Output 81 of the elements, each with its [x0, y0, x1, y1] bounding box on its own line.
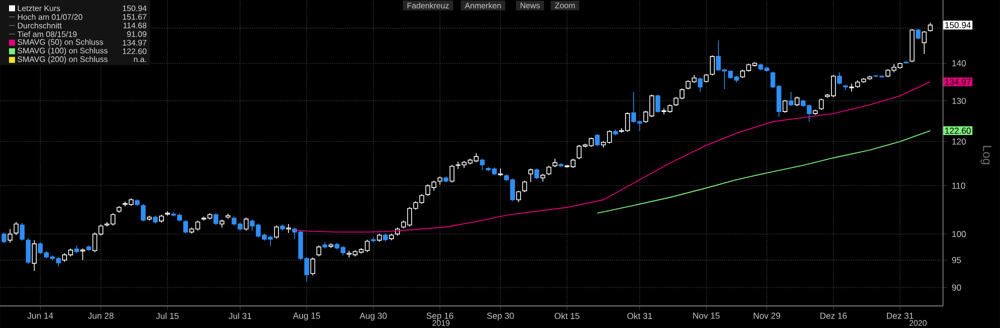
x-tick-label: Nov 29: [754, 312, 780, 319]
x-tick-label: Sep 30: [487, 312, 514, 321]
candlestick: [14, 222, 19, 236]
y-tick-label: 110: [952, 182, 966, 189]
candlestick: [928, 22, 933, 32]
line-series: [596, 130, 931, 214]
candlestick: [782, 99, 788, 114]
candlestick: [528, 168, 534, 182]
x-tick-label: Nov 15: [693, 312, 720, 319]
y-tick-label: 140: [952, 60, 966, 66]
candlestick: [794, 96, 800, 106]
annotation: 150.94: [122, 5, 147, 12]
y-tick-label: 90: [952, 284, 961, 291]
x-tick-label: Jun 28: [88, 312, 114, 319]
y-tick-label: 100: [952, 231, 966, 238]
annotation: n.a.: [134, 58, 146, 62]
candlestick: [214, 212, 218, 226]
annotation: Tief am 08/15/19: [17, 31, 77, 38]
candlestick: [32, 240, 37, 272]
candlestick: [20, 222, 25, 242]
legend-label: SMAVG (200) on Schluss: [18, 56, 108, 64]
candlestick: [80, 248, 86, 261]
candlestick: [922, 30, 927, 54]
candlestick: [480, 158, 485, 171]
annotation: 122.60: [945, 128, 971, 134]
annotation: 91.09: [127, 31, 146, 37]
candlestick: [286, 224, 291, 234]
annotation: Zoom: [555, 2, 575, 8]
candlestick: [310, 257, 316, 276]
annotation: 150.94: [945, 22, 971, 28]
candlestick: [244, 217, 249, 231]
legend-label: Letzter Kurs: [18, 6, 60, 12]
candlestick: [534, 168, 540, 180]
x-tick-label: Jun 14: [27, 312, 54, 319]
annotation: 134.97: [122, 40, 146, 46]
candlestick: [546, 165, 552, 176]
annotation: Anmerken: [464, 2, 501, 8]
candlestick: [837, 72, 842, 85]
x-tick-label: Jul 15: [156, 312, 179, 320]
candlestick: [516, 190, 522, 203]
annotation: Fadenkreuz: [408, 2, 449, 8]
annotation: News: [520, 2, 540, 8]
annotation: Hoch am 01/07/20: [18, 14, 82, 20]
candlestick: [2, 232, 6, 244]
text: 2020: [909, 320, 927, 326]
annotation: 122.60: [122, 48, 146, 54]
annotation: 151.67: [122, 14, 146, 20]
legend-label: SMAVG (100) on Schluss: [18, 48, 108, 56]
candlestick: [140, 204, 146, 222]
x-tick-label: Jul 31: [228, 312, 252, 320]
x-tick-label: Dez 31: [886, 312, 914, 319]
candlestick: [916, 28, 921, 40]
candlestick: [522, 180, 528, 193]
text: 2019: [432, 320, 450, 326]
legend-label: SMAVG (50) on Schluss: [18, 38, 104, 46]
y-tick-label: 95: [952, 257, 961, 264]
candlestick: [183, 220, 188, 234]
x-tick-label: Aug 15: [293, 312, 320, 320]
x-tick-label: Okt 15: [554, 312, 580, 320]
y-tick-label: 120: [952, 138, 966, 145]
candlestick: [788, 92, 794, 106]
y-axis-title: Log: [980, 146, 992, 164]
x-tick-label: Sep 16: [426, 312, 454, 321]
candlestick: [698, 77, 703, 92]
x-tick-label: Okt 31: [627, 312, 652, 320]
candlestick: [316, 244, 322, 257]
candlestick: [655, 94, 660, 114]
y-tick-label: 130: [952, 98, 966, 104]
x-tick-label: Dez 16: [820, 312, 847, 319]
x-tick-label: Aug 30: [360, 312, 387, 321]
annotation: 114.68: [123, 22, 146, 28]
candlestick: [8, 228, 12, 244]
candlestick: [818, 98, 824, 110]
candlestick: [274, 225, 279, 240]
candlestick: [710, 54, 715, 76]
candlestick: [26, 238, 31, 264]
annotation: 134.97: [945, 78, 971, 85]
candlestick: [498, 168, 503, 176]
candlestick: [594, 134, 600, 147]
candlestick: [450, 164, 454, 183]
annotation: Durchschnitt: [18, 22, 62, 28]
